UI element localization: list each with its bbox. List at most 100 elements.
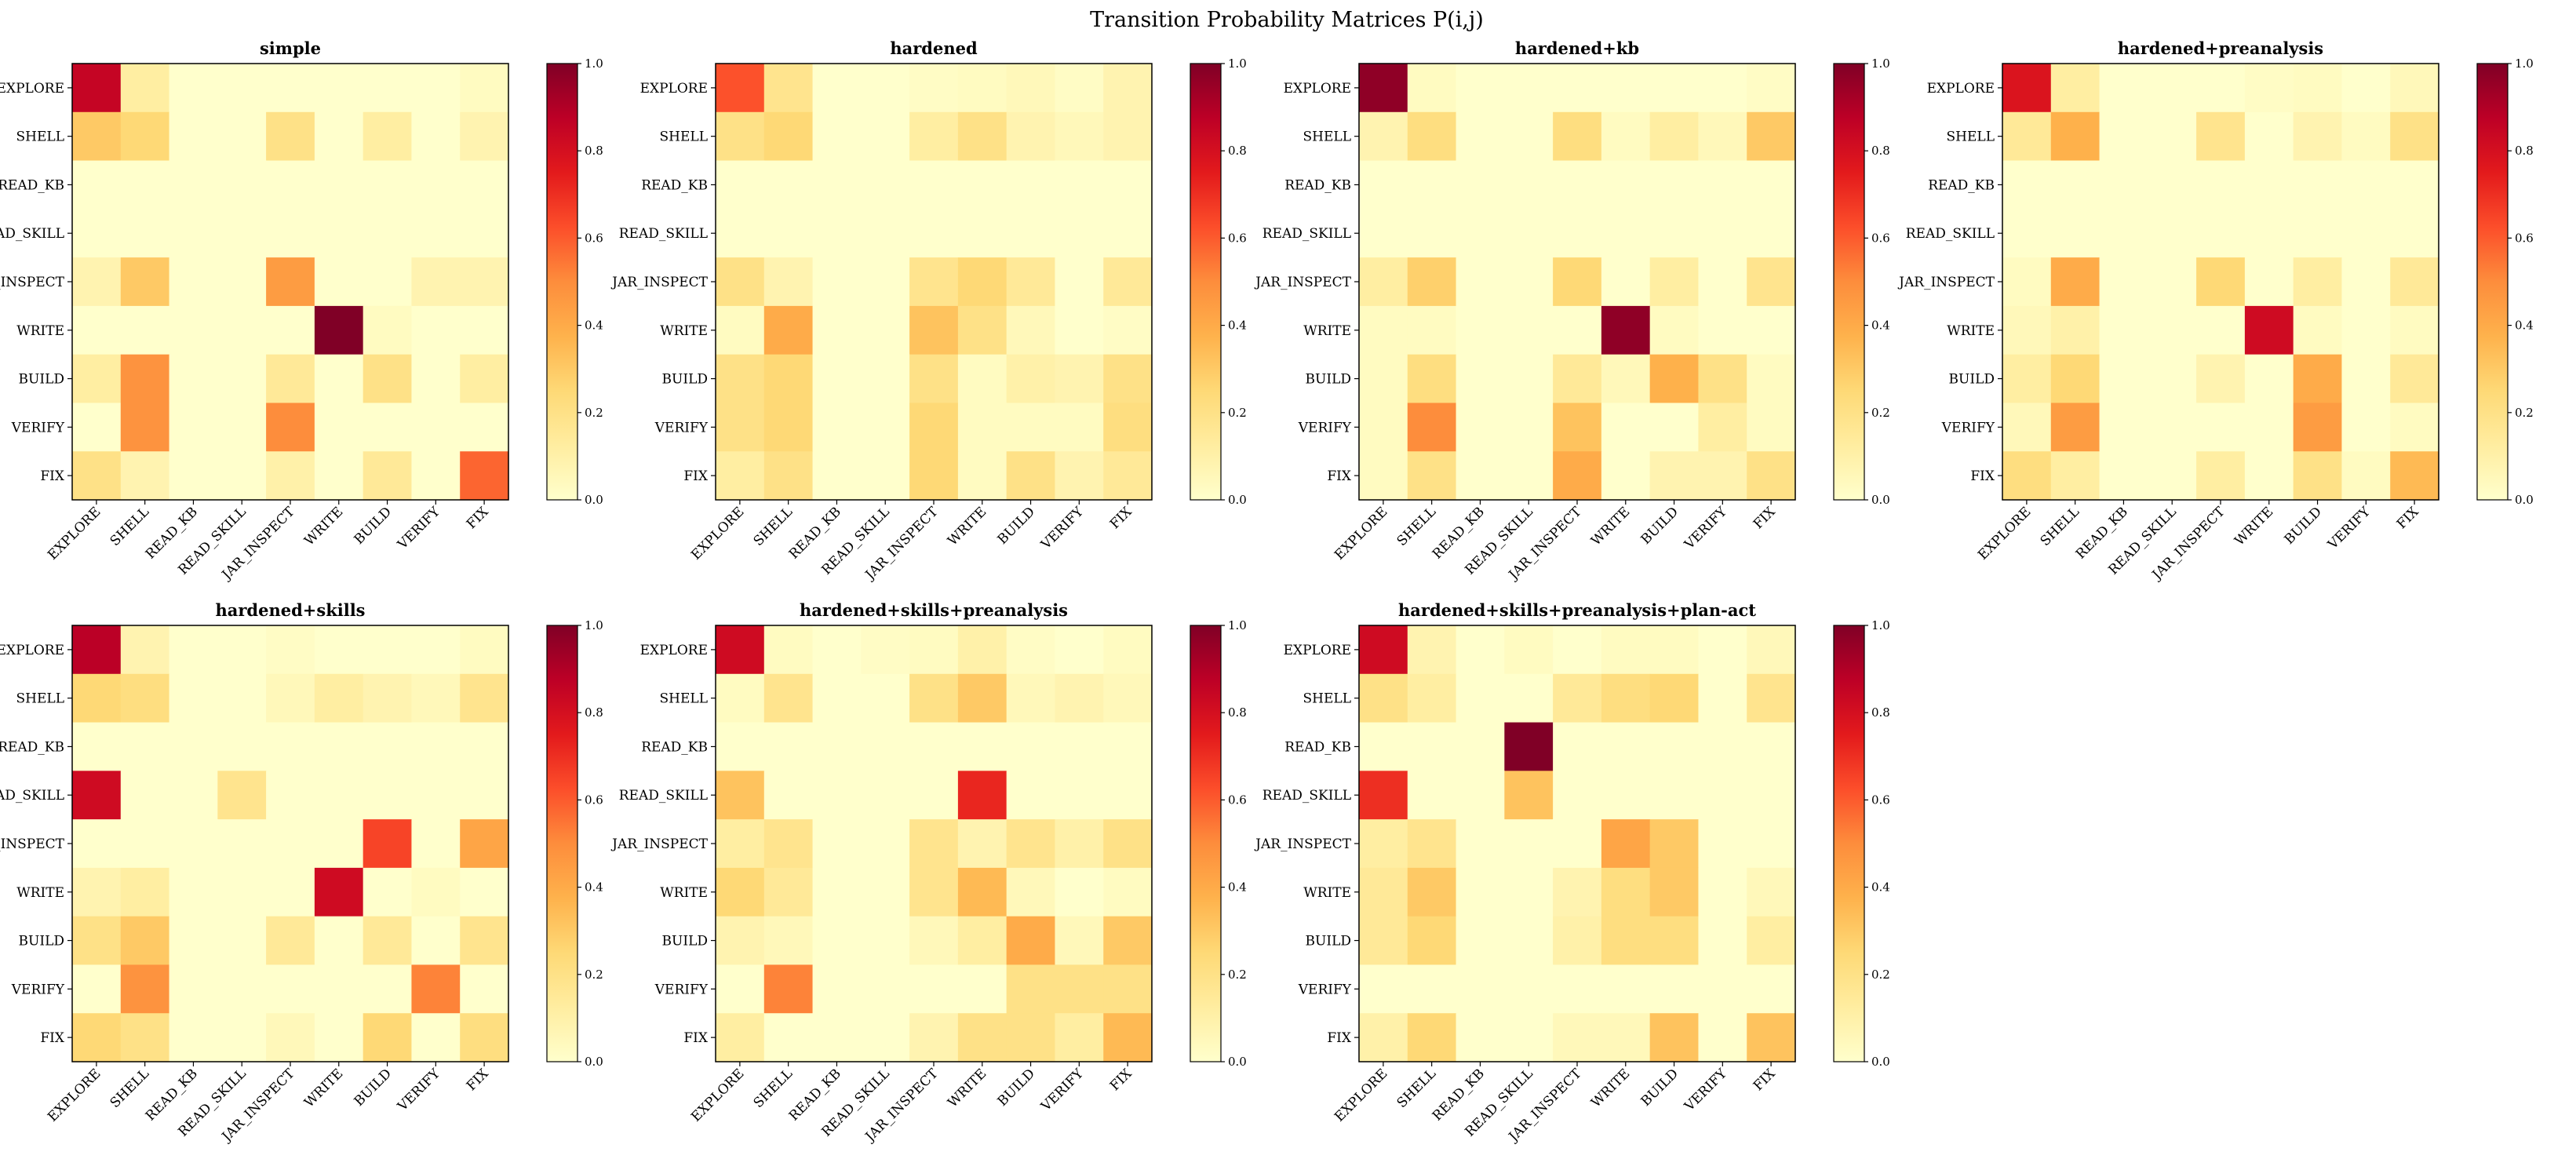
y-tick-label: READ_KB [1284,177,1351,193]
colorbar-tick-label: 1.0 [1871,56,1890,71]
heatmap-cell [957,819,1007,869]
heatmap-cell [217,354,267,404]
x-tick-label: WRITE [301,1066,346,1110]
heatmap-cell [2293,354,2343,404]
heatmap-cell [411,625,461,675]
heatmap-cell [1103,354,1153,404]
heatmap-cell [1055,354,1104,404]
heatmap-cell [314,916,364,966]
heatmap-cell [1747,1013,1796,1062]
heatmap-cell [1698,160,1747,210]
x-tick-label: WRITE [945,1066,989,1110]
heatmap-cell [120,64,170,113]
heatmap-cell [2002,403,2052,452]
heatmap-cell [1359,160,1408,210]
y-tick-label: READ_SKILL [1262,226,1351,242]
colorbar-tick-label: 0.2 [1871,968,1890,982]
heatmap-cell [763,209,814,258]
x-tick-label: FIX [464,1066,492,1094]
y-tick-label: VERIFY [1941,420,1995,436]
x-tick-label: EXPLORE [45,1066,104,1124]
heatmap-cell [460,257,509,307]
heatmap-cell [1601,1013,1651,1062]
heatmap-cell [957,867,1007,917]
heatmap-cell [812,964,862,1014]
heatmap-cell [120,771,170,820]
heatmap-cell [909,625,959,675]
heatmap-cell [957,625,1007,675]
heatmap-cell [169,673,218,723]
heatmap-cell [763,1013,814,1062]
heatmap-cell [2196,160,2246,210]
y-tick-label: FIX [1970,468,1995,484]
heatmap-cell [1359,964,1408,1014]
x-tick-label: EXPLORE [688,1066,747,1124]
heatmap-cell [363,964,413,1014]
heatmap-cell [411,64,461,113]
y-tick-label: SHELL [16,129,64,145]
colorbar-tick-label: 1.0 [1228,618,1247,632]
x-tick-label: VERIFY [1681,504,1730,553]
heatmap-cell [909,403,959,452]
x-tick-label: VERIFY [394,504,443,553]
heatmap-cell [363,111,413,162]
heatmap-cell [1407,1013,1457,1062]
heatmap-cell [120,209,170,258]
heatmap-cell [2148,160,2197,210]
heatmap-cell [1006,111,1056,162]
heatmap-cell [72,867,122,917]
heatmap-cell [1103,209,1153,258]
y-tick-label: EXPLORE [0,81,64,97]
heatmap-cell [1504,964,1554,1014]
heatmap-cell [363,209,413,258]
heatmap-cell [1359,209,1408,258]
y-tick-label: BUILD [662,372,708,388]
y-tick-label: READ_SKILL [1262,788,1351,804]
heatmap-cell [314,819,364,869]
heatmap-cell [1553,111,1602,162]
colorbar-tick-label: 0.0 [1871,1055,1890,1069]
heatmap-cell [1359,673,1408,723]
heatmap-cell [861,1013,910,1062]
heatmap-cell [217,451,267,501]
heatmap-cell [1698,1013,1747,1062]
heatmap-cell [1359,64,1408,113]
y-tick-label: VERIFY [654,420,709,436]
heatmap-cell [314,867,364,917]
heatmap-cell [1006,1013,1056,1062]
heatmap-cell [120,673,170,723]
heatmap-cell [266,867,315,917]
heatmap-cell [1103,160,1153,210]
heatmap-cell [1055,625,1104,675]
heatmap-cell [957,964,1007,1014]
heatmap-cell [411,160,461,210]
heatmap-cell [411,403,461,452]
heatmap-cell [460,625,509,675]
heatmap-cell [217,209,267,258]
heatmap-cell [2293,111,2343,162]
heatmap-cell [266,1013,315,1062]
heatmap-cell [363,916,413,966]
heatmap-cell [314,64,364,113]
heatmap-cell [1359,257,1408,307]
heatmap-cell [460,771,509,820]
heatmap-cell [957,354,1007,404]
y-tick-label: BUILD [19,934,64,949]
colorbar [1190,63,1222,501]
heatmap-cell [2390,111,2439,162]
colorbar-tick-label: 0.8 [1228,705,1247,720]
heatmap-cell [169,209,218,258]
heatmap-cell [2390,451,2439,501]
heatmap-cell [812,819,862,869]
heatmap-cell [1553,403,1602,452]
heatmap-cell [1601,867,1651,917]
heatmap-cell [1504,625,1554,675]
heatmap-cell [1504,916,1554,966]
colorbar-tick-label: 0.6 [585,231,603,245]
heatmap-cell [314,1013,364,1062]
y-tick-label: FIX [683,468,709,484]
heatmap-cell [1553,771,1602,820]
heatmap-cell [1456,819,1505,869]
heatmap-cell [1103,819,1153,869]
heatmap-cell [2099,257,2148,307]
